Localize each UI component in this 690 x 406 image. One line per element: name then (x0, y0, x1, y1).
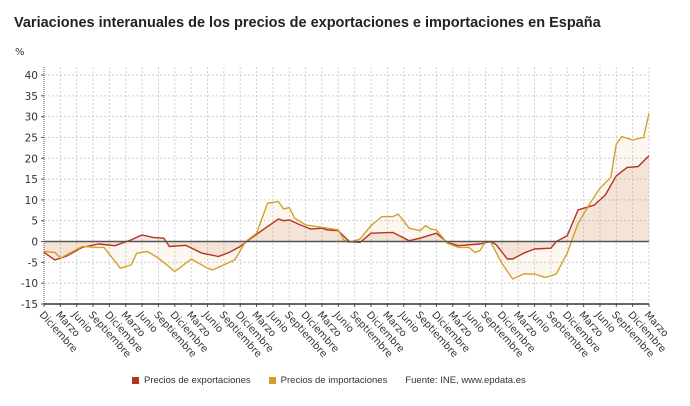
y-tick-label: 30 (25, 112, 38, 124)
legend-label-exports: Precios de exportaciones (144, 375, 251, 386)
source-note: Fuente: INE, www.epdata.es (405, 375, 526, 386)
grid (44, 67, 650, 304)
y-tick-label: -10 (21, 278, 38, 290)
legend-label-imports: Precios de importaciones (280, 375, 388, 386)
line-imports (43, 113, 650, 280)
lines (43, 113, 650, 280)
y-axis-label: % (15, 47, 25, 58)
y-tick-label: 15 (25, 174, 38, 186)
areas (44, 113, 649, 279)
y-tick-label: 0 (31, 237, 38, 249)
legend: Precios de exportaciones Precios de impo… (132, 375, 526, 386)
y-tick-label: 5 (31, 216, 38, 228)
y-tick-label: -5 (28, 257, 38, 269)
legend-item-exports: Precios de exportaciones (132, 375, 251, 386)
chart-title: Variaciones interanuales de los precios … (14, 15, 601, 31)
y-tick-label: 20 (25, 153, 38, 165)
legend-item-imports: Precios de importaciones (268, 375, 388, 386)
y-tick-label: 25 (25, 132, 38, 144)
legend-swatch-exports (132, 377, 139, 384)
axes: -15-10-50510152025303540DiciembreMarzoJu… (21, 67, 670, 360)
y-tick-label: -15 (21, 299, 38, 311)
y-tick-label: 35 (25, 91, 38, 103)
area-imports (44, 113, 649, 279)
y-tick-label: 10 (25, 195, 38, 207)
y-tick-label: 40 (25, 70, 38, 82)
line-exports (43, 155, 650, 261)
legend-swatch-imports (268, 377, 276, 384)
